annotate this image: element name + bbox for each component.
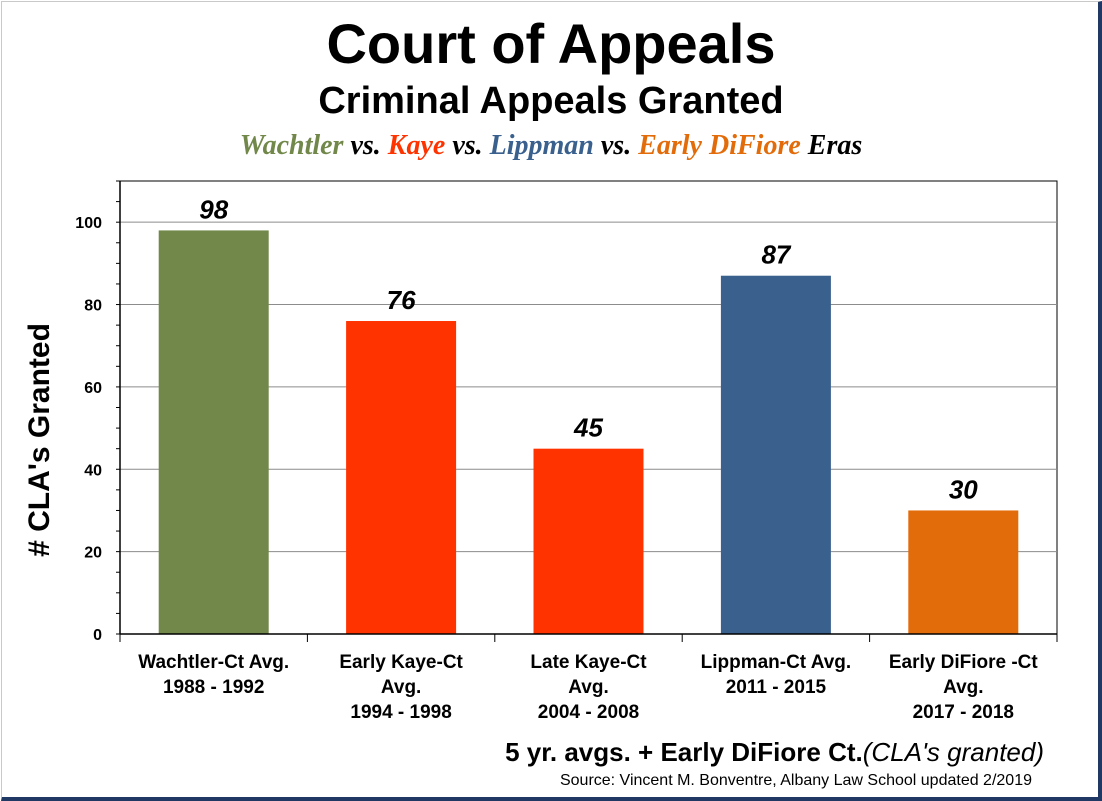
bar	[158, 230, 269, 634]
era-wachtler: Wachtler	[239, 130, 344, 161]
data-label: 30	[949, 474, 978, 504]
x-tick-label: Late Kaye-Ct	[530, 652, 647, 673]
x-tick-label: 2011 - 2015	[726, 677, 827, 698]
x-tick-label: 1994 - 1998	[350, 702, 451, 723]
era-vs: vs.	[593, 130, 639, 161]
x-tick-label: Lippman-Ct Avg.	[701, 652, 852, 673]
x-tick-label: Wachtler-Ct Avg.	[138, 652, 289, 673]
bar	[908, 510, 1019, 634]
data-label: 45	[573, 413, 603, 443]
x-tick-label: Avg.	[568, 677, 608, 698]
x-tick-label: 2004 - 2008	[538, 702, 639, 723]
data-label: 98	[199, 194, 228, 224]
chart-title: Court of Appeals	[326, 12, 776, 75]
bar	[533, 448, 644, 634]
chart-subtitle: Criminal Appeals Granted	[318, 80, 784, 122]
x-tick-label: Early Kaye-Ct	[339, 652, 463, 673]
data-label: 87	[761, 240, 791, 270]
x-tick-label: 1988 - 1992	[163, 677, 264, 698]
y-tick-label: 40	[84, 462, 102, 479]
x-tick-label: Avg.	[943, 677, 983, 698]
x-tick-label: Avg.	[381, 677, 421, 698]
data-label: 76	[387, 285, 416, 315]
x-tick-label: Early DiFiore -Ct	[889, 652, 1039, 673]
footer-note: 5 yr. avgs. + Early DiFiore Ct.(CLA's gr…	[505, 737, 1044, 768]
era-kaye: Kaye	[387, 130, 446, 161]
y-tick-label: 60	[84, 380, 102, 397]
era-difiore: Early DiFiore	[638, 130, 801, 161]
era-suffix: Eras	[800, 130, 863, 161]
y-tick-label: 100	[75, 215, 102, 232]
x-tick-label: 2017 - 2018	[913, 702, 1014, 723]
bar	[720, 275, 831, 634]
footer-paren: (CLA's granted)	[862, 737, 1044, 767]
eras-caption: Wachtler vs. Kaye vs. Lippman vs. Early …	[0, 128, 1102, 164]
y-tick-label: 80	[84, 298, 102, 315]
bar	[346, 321, 457, 634]
y-tick-label: 20	[84, 545, 102, 562]
footer-main: 5 yr. avgs. + Early DiFiore Ct.	[505, 737, 863, 767]
era-vs: vs.	[343, 130, 388, 161]
y-tick-label: 0	[93, 627, 102, 644]
era-lippman: Lippman	[489, 130, 594, 161]
era-vs: vs.	[445, 130, 490, 161]
source-note: Source: Vincent M. Bonventre, Albany Law…	[559, 772, 1032, 789]
